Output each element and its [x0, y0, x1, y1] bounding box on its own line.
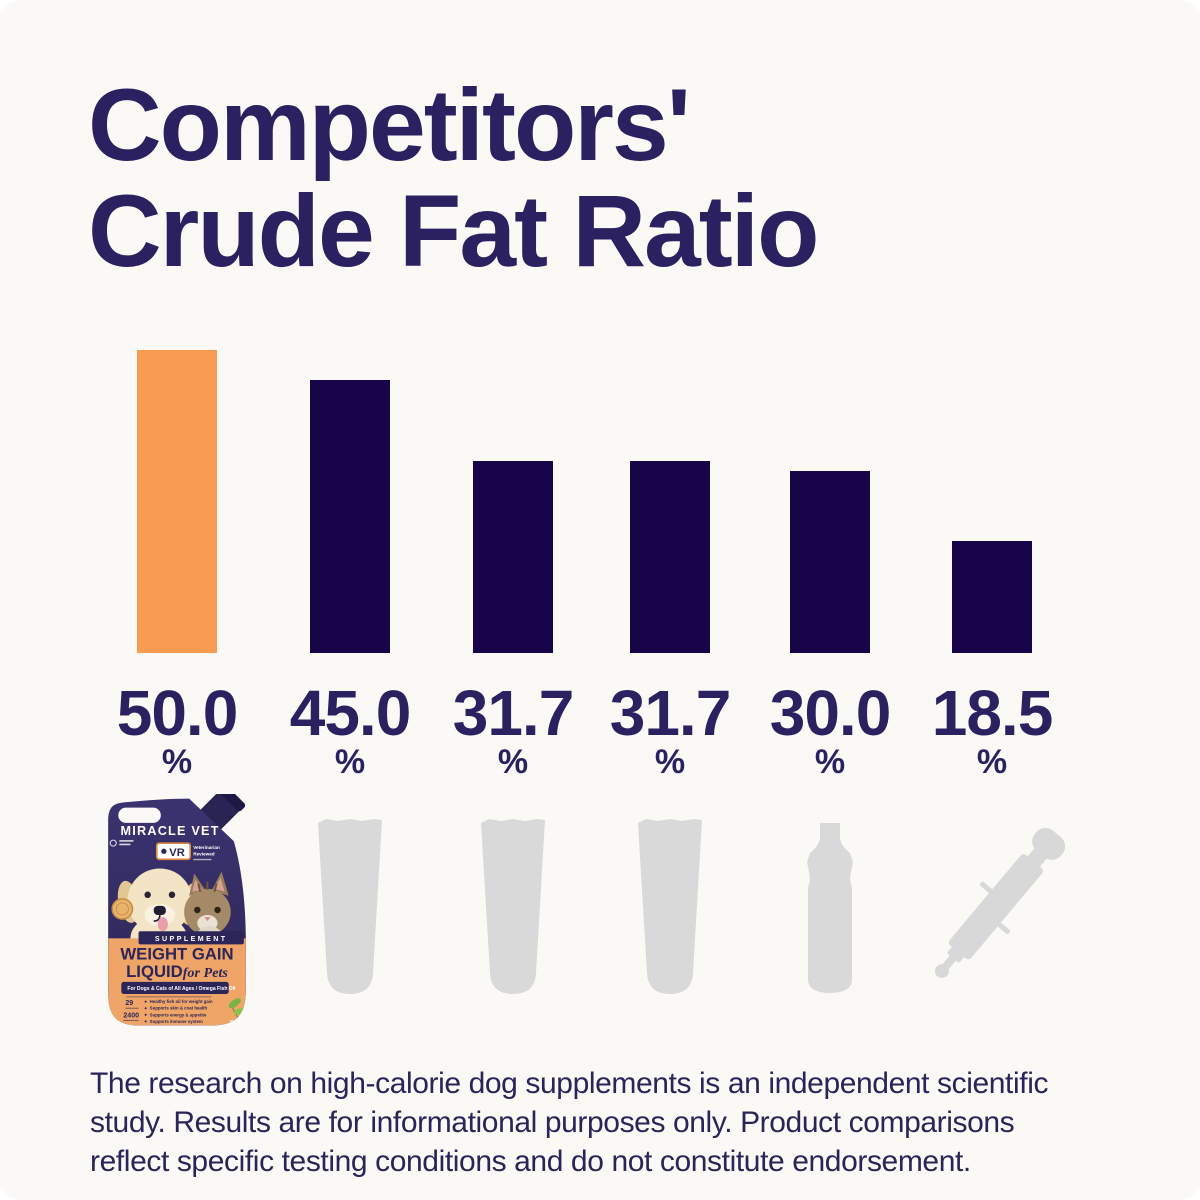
pouch-title-script: for Pets: [183, 965, 229, 981]
bar-column-5: 30.0 %: [770, 343, 891, 1023]
syringe-silhouette-icon: [897, 815, 1087, 1005]
bottle-silhouette-icon: [735, 815, 925, 1005]
bar-competitor: [790, 471, 870, 653]
bar-unit-label: %: [161, 743, 193, 781]
bar-area: [310, 343, 390, 653]
bar-area: [137, 343, 217, 653]
pouch-vr-caption-1: Veterinarian: [193, 845, 220, 850]
disclaimer-text: The research on high-calorie dog supplem…: [90, 1064, 1160, 1181]
disclaimer-line-2: study. Results are for informational pur…: [90, 1106, 1015, 1139]
tube-silhouette-icon: [255, 815, 445, 1005]
bar-competitor: [310, 380, 390, 653]
svg-text:Supports immune system: Supports immune system: [150, 1019, 203, 1024]
bar-value-label: 31.7: [609, 677, 732, 749]
bar-competitor: [952, 541, 1032, 653]
pouch-handle-hole: [118, 807, 161, 823]
bar-area: [790, 343, 870, 653]
bar-column-2: 45.0 %: [290, 343, 411, 1023]
bar-competitor: [630, 461, 710, 653]
bar-value-label: 31.7: [452, 677, 575, 749]
pouch-brand: MIRACLE VET™: [121, 824, 234, 838]
bar-column-6: 18.5 %: [932, 343, 1066, 1023]
bar-column-1: 50.0 %: [117, 343, 238, 1023]
pouch-strip: For Dogs & Cats of All Ages / Omega Fish…: [127, 986, 236, 992]
bar-competitor: [473, 461, 553, 653]
bar-miracle-vet: [137, 350, 217, 653]
disclaimer-line-1: The research on high-calorie dog supplem…: [90, 1067, 1049, 1100]
bar-value-label: 18.5: [931, 677, 1054, 749]
pouch-title-line2: LIQUID: [126, 962, 183, 981]
bar-value-label: 30.0: [769, 677, 892, 749]
tube-silhouette-icon: [575, 815, 765, 1005]
bar-column-4: 31.7 %: [610, 343, 731, 1023]
bar-value-label: 45.0: [289, 677, 412, 749]
bar-unit-label: %: [497, 743, 529, 781]
page-title: Competitors' Crude Fat Ratio: [88, 68, 819, 289]
pouch-vr-caption-2: Reviewed: [193, 851, 215, 856]
miracle-vet-pouch-image: MIRACLE VET™ VR Veterinarian Reviewed: [96, 785, 254, 1030]
pouch-bullets: Healthy fish oil for weight gain Support…: [144, 999, 213, 1024]
bar-value-label: 50.0: [116, 677, 239, 749]
title-line-1: Competitors': [88, 68, 691, 182]
pouch-stat2: 2400: [123, 1011, 139, 1019]
svg-text:Supports skin & coat health: Supports skin & coat health: [150, 1006, 208, 1011]
bar-area: [473, 343, 553, 653]
bar-unit-label: %: [654, 743, 686, 781]
bar-area: [630, 343, 710, 653]
pouch-orange-band: [108, 938, 246, 1026]
bar-unit-label: %: [976, 743, 1008, 781]
bar-unit-label: %: [814, 743, 846, 781]
bar-unit-label: %: [334, 743, 366, 781]
disclaimer-line-3: reflect specific testing conditions and …: [90, 1145, 971, 1178]
pouch-banner: SUPPLEMENT: [155, 935, 228, 943]
pouch-vr-badge: VR: [169, 847, 184, 859]
svg-text:LIQUIDfor Pets: LIQUIDfor Pets: [126, 962, 228, 981]
pouch-stat1: 29: [125, 999, 133, 1007]
bar-area: [952, 343, 1032, 653]
svg-text:Supports energy & appetite: Supports energy & appetite: [150, 1012, 207, 1017]
title-line-2: Crude Fat Ratio: [88, 174, 819, 289]
bar-column-3: 31.7 %: [453, 343, 574, 1023]
pouch-title-line1: WEIGHT GAIN: [120, 945, 233, 964]
tube-silhouette-icon: [418, 815, 608, 1005]
svg-text:Healthy fish oil for weight ga: Healthy fish oil for weight gain: [150, 999, 213, 1004]
